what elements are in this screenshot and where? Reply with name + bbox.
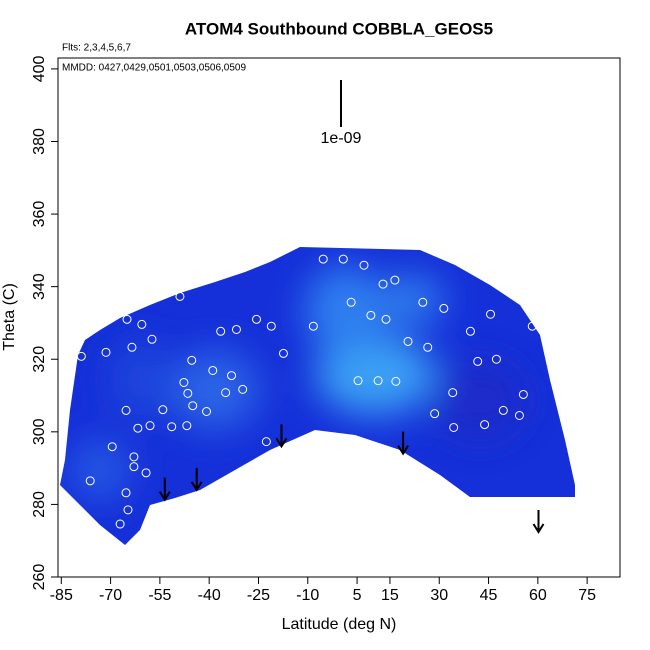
observation-point [137,319,147,329]
observation-point [491,354,501,364]
observation-point [308,321,318,331]
arrow-head [532,523,545,534]
observation-point [381,314,391,324]
observation-point [115,519,125,529]
observation-point [261,437,271,447]
x-axis-label: Latitude (deg N) [282,616,397,633]
observation-point [129,462,139,472]
observation-point [107,442,117,452]
arrow-head [190,481,203,492]
x-tick-label: -25 [247,587,270,604]
observation-point [208,365,218,375]
observation-point [318,254,328,264]
observation-point [518,389,528,399]
observation-point [439,303,449,313]
x-tick-label: 75 [578,587,596,604]
observation-point [238,384,248,394]
y-tick-label: 340 [31,273,48,300]
observation-point [252,314,262,324]
y-axis-label: Theta (C) [1,283,18,351]
x-tick-label: -40 [198,587,221,604]
observation-point [123,505,133,515]
observation-point [448,388,458,398]
y-tick-label: 260 [31,564,48,591]
observation-point [158,405,168,415]
annotation: MMDD: 0427,0429,0501,0503,0506,0509 [62,63,246,74]
y-tick-label: 320 [31,346,48,373]
observation-point [498,405,508,415]
chart-title: ATOM4 Southbound COBBLA_GEOS5 [185,19,493,38]
observation-point [133,423,143,433]
observation-point [129,452,139,462]
observation-point [486,309,496,319]
x-tick-label: -85 [50,587,73,604]
x-tick-label: -55 [148,587,171,604]
observation-point [145,421,155,431]
observation-point [373,376,383,386]
observation-point [403,336,413,346]
x-tick-label: 15 [381,587,399,604]
plot-frame [57,57,621,578]
observation-point [221,388,231,398]
observation-point [391,376,401,386]
observation-point [175,291,185,301]
observation-point [141,468,151,478]
observation-point [183,388,193,398]
arrow-head [397,445,409,456]
observation-point [227,371,237,381]
observation-point [187,355,197,365]
observation-point [366,310,376,320]
x-tick-label: 45 [480,587,498,604]
observation-point [480,420,490,430]
observation-point [390,275,400,285]
observation-point [231,324,241,334]
observation-point [423,342,433,352]
observation-point [85,476,95,486]
observation-point [167,422,177,432]
observation-point [418,297,428,307]
observation-point [122,314,132,324]
observation-point [121,405,131,415]
y-tick-label: 300 [31,418,48,445]
scale-label: 1e-09 [321,130,362,147]
y-tick-label: 280 [31,491,48,518]
x-tick-label: 30 [430,587,448,604]
arrow-head [275,437,288,449]
observation-point [378,279,388,289]
observation-point [430,409,440,419]
observation-point [449,422,459,432]
observation-point [147,334,157,344]
observation-point [179,377,189,387]
observation-point [101,347,111,357]
observation-point [182,421,192,431]
y-tick-label: 380 [31,128,48,155]
observation-point [527,321,537,331]
observation-point [202,407,212,417]
observation-point [514,410,524,420]
y-tick-label: 360 [31,201,48,228]
observation-point [346,297,356,307]
x-tick-label: 5 [353,587,362,604]
subtitle: Flts: 2,3,4,5,6,7 [62,43,131,54]
x-tick-label: -10 [296,587,319,604]
x-tick-label: -70 [99,587,122,604]
observation-point [473,356,483,366]
arrow-head [158,491,171,502]
observation-point [353,376,363,386]
observation-point [338,254,348,264]
observation-point [359,260,369,270]
observation-point [76,351,86,361]
y-tick-label: 400 [31,55,48,82]
observation-point [127,342,137,352]
observation-point [216,326,226,336]
observation-point [188,401,198,411]
observation-point [465,326,475,336]
observation-point [278,348,288,358]
x-tick-label: 60 [529,587,547,604]
observation-point [266,321,276,331]
observation-point [121,488,131,498]
